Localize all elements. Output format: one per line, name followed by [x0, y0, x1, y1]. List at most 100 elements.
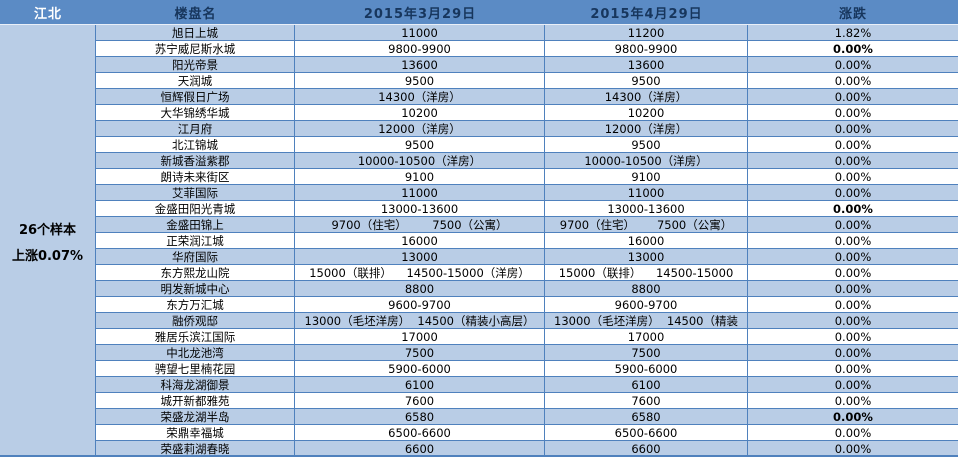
change-cell[interactable]: 0.00% — [748, 73, 958, 89]
price-march-cell[interactable]: 9500 — [295, 137, 545, 153]
property-name-cell[interactable]: 新城香溢紫郡 — [96, 153, 295, 169]
price-april-cell[interactable]: 17000 — [545, 329, 748, 345]
property-name-cell[interactable]: 中北龙池湾 — [96, 345, 295, 361]
change-cell[interactable]: 0.00% — [748, 217, 958, 233]
price-april-cell[interactable]: 15000（联排） 14500-15000 — [545, 265, 748, 281]
change-cell[interactable]: 0.00% — [748, 361, 958, 377]
price-april-cell[interactable]: 14300（洋房） — [545, 89, 748, 105]
change-cell[interactable]: 0.00% — [748, 121, 958, 137]
price-april-cell[interactable]: 13000（毛坯洋房） 14500（精装 — [545, 313, 748, 329]
property-name-cell[interactable]: 金盛田锦上 — [96, 217, 295, 233]
price-march-cell[interactable]: 6100 — [295, 377, 545, 393]
price-march-cell[interactable]: 11000 — [295, 25, 545, 41]
price-march-cell[interactable]: 17000 — [295, 329, 545, 345]
change-cell[interactable]: 0.00% — [748, 329, 958, 345]
change-cell[interactable]: 0.00% — [748, 281, 958, 297]
change-cell[interactable]: 0.00% — [748, 393, 958, 409]
price-april-cell[interactable]: 11200 — [545, 25, 748, 41]
property-name-cell[interactable]: 荣鼎幸福城 — [96, 425, 295, 441]
header-region[interactable]: 江北 — [33, 6, 62, 22]
price-april-cell[interactable]: 7500 — [545, 345, 748, 361]
property-name-cell[interactable]: 阳光帝景 — [96, 57, 295, 73]
price-march-cell[interactable]: 5900-6000 — [295, 361, 545, 377]
price-march-cell[interactable]: 7600 — [295, 393, 545, 409]
property-name-cell[interactable]: 金盛田阳光青城 — [96, 201, 295, 217]
price-march-cell[interactable]: 16000 — [295, 233, 545, 249]
property-name-cell[interactable]: 雅居乐滨江国际 — [96, 329, 295, 345]
price-march-cell[interactable]: 13000-13600 — [295, 201, 545, 217]
price-april-cell[interactable]: 11000 — [545, 185, 748, 201]
property-name-cell[interactable]: 江月府 — [96, 121, 295, 137]
property-name-cell[interactable]: 东方熙龙山院 — [96, 265, 295, 281]
price-march-cell[interactable]: 9800-9900 — [295, 41, 545, 57]
price-march-cell[interactable]: 13600 — [295, 57, 545, 73]
price-april-cell[interactable]: 6500-6600 — [545, 425, 748, 441]
header-date-march[interactable]: 2015年3月29日 — [363, 6, 477, 22]
price-march-cell[interactable]: 6600 — [295, 441, 545, 455]
property-name-cell[interactable]: 天润城 — [96, 73, 295, 89]
change-cell[interactable]: 0.00% — [748, 265, 958, 281]
price-april-cell[interactable]: 16000 — [545, 233, 748, 249]
price-april-cell[interactable]: 6600 — [545, 441, 748, 455]
price-march-cell[interactable]: 10200 — [295, 105, 545, 121]
price-march-cell[interactable]: 11000 — [295, 185, 545, 201]
price-april-cell[interactable]: 6580 — [545, 409, 748, 425]
property-name-cell[interactable]: 北江锦城 — [96, 137, 295, 153]
property-name-cell[interactable]: 融侨观邸 — [96, 313, 295, 329]
price-april-cell[interactable]: 9800-9900 — [545, 41, 748, 57]
property-name-cell[interactable]: 华府国际 — [96, 249, 295, 265]
price-april-cell[interactable]: 9500 — [545, 137, 748, 153]
change-cell[interactable]: 0.00% — [748, 249, 958, 265]
price-march-cell[interactable]: 9700（住宅） 7500（公寓） — [295, 217, 545, 233]
price-april-cell[interactable]: 13600 — [545, 57, 748, 73]
property-name-cell[interactable]: 苏宁威尼斯水城 — [96, 41, 295, 57]
change-cell[interactable]: 1.82% — [748, 25, 958, 41]
change-cell[interactable]: 0.00% — [748, 137, 958, 153]
price-march-cell[interactable]: 8800 — [295, 281, 545, 297]
property-name-cell[interactable]: 旭日上城 — [96, 25, 295, 41]
change-cell[interactable]: 0.00% — [748, 345, 958, 361]
header-date-april[interactable]: 2015年4月29日 — [590, 6, 703, 22]
change-cell[interactable]: 0.00% — [748, 297, 958, 313]
price-march-cell[interactable]: 7500 — [295, 345, 545, 361]
property-name-cell[interactable]: 大华锦绣华城 — [96, 105, 295, 121]
property-name-cell[interactable]: 骋望七里楠花园 — [96, 361, 295, 377]
price-april-cell[interactable]: 10200 — [545, 105, 748, 121]
price-march-cell[interactable]: 6500-6600 — [295, 425, 545, 441]
price-march-cell[interactable]: 6580 — [295, 409, 545, 425]
change-cell[interactable]: 0.00% — [748, 425, 958, 441]
price-april-cell[interactable]: 5900-6000 — [545, 361, 748, 377]
price-march-cell[interactable]: 10000-10500（洋房） — [295, 153, 545, 169]
price-march-cell[interactable]: 12000（洋房） — [295, 121, 545, 137]
change-cell[interactable]: 0.00% — [748, 105, 958, 121]
change-cell[interactable]: 0.00% — [748, 313, 958, 329]
price-april-cell[interactable]: 13000-13600 — [545, 201, 748, 217]
price-march-cell[interactable]: 15000（联排） 14500-15000（洋房） — [295, 265, 545, 281]
price-april-cell[interactable]: 10000-10500（洋房） — [545, 153, 748, 169]
property-name-cell[interactable]: 正荣润江城 — [96, 233, 295, 249]
change-cell[interactable]: 0.00% — [748, 377, 958, 393]
change-cell[interactable]: 0.00% — [748, 57, 958, 73]
property-name-cell[interactable]: 朗诗未来街区 — [96, 169, 295, 185]
price-april-cell[interactable]: 12000（洋房） — [545, 121, 748, 137]
price-april-cell[interactable]: 9700（住宅） 7500（公寓） — [545, 217, 748, 233]
price-march-cell[interactable]: 9100 — [295, 169, 545, 185]
price-march-cell[interactable]: 14300（洋房） — [295, 89, 545, 105]
change-cell[interactable]: 0.00% — [748, 441, 958, 456]
change-cell[interactable]: 0.00% — [748, 233, 958, 249]
price-april-cell[interactable]: 9100 — [545, 169, 748, 185]
change-cell[interactable]: 0.00% — [748, 169, 958, 185]
price-march-cell[interactable]: 13000 — [295, 249, 545, 265]
sample-summary-cell[interactable]: 26个样本 上涨0.07% — [0, 25, 96, 455]
header-change[interactable]: 涨跌 — [838, 6, 867, 22]
property-name-cell[interactable]: 明发新城中心 — [96, 281, 295, 297]
change-cell[interactable]: 0.00% — [748, 153, 958, 169]
change-cell[interactable]: 0.00% — [748, 89, 958, 105]
change-cell[interactable]: 0.00% — [748, 185, 958, 201]
property-name-cell[interactable]: 荣盛龙湖半岛 — [96, 409, 295, 425]
price-april-cell[interactable]: 8800 — [545, 281, 748, 297]
price-april-cell[interactable]: 9500 — [545, 73, 748, 89]
price-april-cell[interactable]: 7600 — [545, 393, 748, 409]
property-name-cell[interactable]: 荣盛莉湖春晓 — [96, 441, 295, 455]
price-march-cell[interactable]: 9600-9700 — [295, 297, 545, 313]
